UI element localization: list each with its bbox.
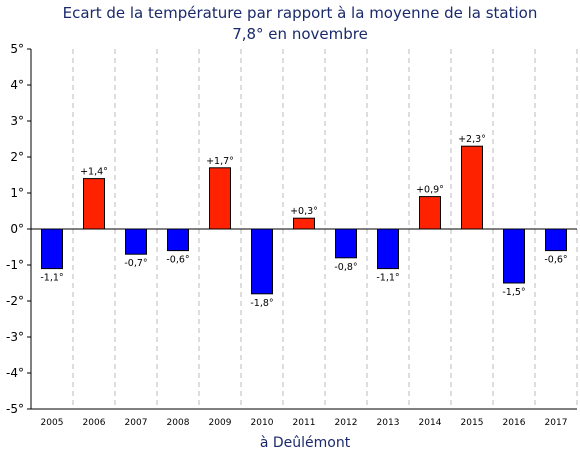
data-label-2012: -0,8°	[334, 262, 357, 273]
data-label-2005: -1,1°	[40, 273, 63, 284]
bar-2015	[461, 145, 483, 230]
data-label-2017: -0,6°	[544, 255, 567, 266]
axes: 5° 4° 3° 2° 1° 0° -1° -2° -3° -4° -5° 2005 2006 2007 2…	[6, 42, 577, 428]
x-tick-label: 2008	[167, 418, 190, 428]
y-tick-label: -5°	[6, 402, 24, 416]
x-tick-label: 2015	[461, 418, 484, 428]
bar-2005	[41, 228, 63, 270]
y-tick-label: -2°	[6, 294, 24, 308]
bar-2010	[251, 228, 273, 295]
x-tick-label: 2017	[545, 418, 568, 428]
x-tick-label: 2010	[251, 418, 274, 428]
data-label-2009: +1,7°	[206, 156, 234, 167]
y-tick-label: 0°	[10, 222, 24, 236]
data-label-2011: +0,3°	[290, 206, 318, 217]
x-tick-label: 2006	[83, 418, 106, 428]
data-label-2010: -1,8°	[250, 298, 273, 309]
bar-2008	[167, 228, 189, 252]
y-tick-label: 3°	[10, 114, 24, 128]
bar-2007	[125, 228, 147, 255]
y-tick-label: -3°	[6, 330, 24, 344]
y-tick-label: -1°	[6, 258, 24, 272]
x-axis-label: à Deûlémont	[260, 435, 351, 451]
data-label-2015: +2,3°	[458, 134, 486, 145]
bar-2013	[377, 228, 399, 270]
data-label-2014: +0,9°	[416, 185, 444, 196]
x-tick-label: 2011	[293, 418, 316, 428]
bar-2009	[209, 167, 231, 230]
chart-title: Ecart de la température par rapport à la…	[63, 4, 538, 22]
data-label-2007: -0,7°	[124, 258, 147, 269]
bar-2016	[503, 228, 525, 284]
x-tick-label: 2013	[377, 418, 400, 428]
x-tick-label: 2007	[125, 418, 148, 428]
y-tick-label: 1°	[10, 186, 24, 200]
x-tick-label: 2016	[503, 418, 526, 428]
y-tick-label: 2°	[10, 150, 24, 164]
bar-2014	[419, 196, 441, 230]
y-tick-label: 4°	[10, 78, 24, 92]
data-label-2016: -1,5°	[502, 287, 525, 298]
bars	[41, 145, 567, 295]
data-labels: -1,1° +1,4° -0,7° -0,6° +1,7° -1,8° +0,3° -0,8°…	[40, 134, 567, 309]
bar-2011	[293, 217, 315, 230]
x-tick-label: 2005	[41, 418, 64, 428]
y-tick-label: 5°	[10, 42, 24, 56]
bar-2017	[545, 228, 567, 252]
data-label-2013: -1,1°	[376, 273, 399, 284]
bar-2006	[83, 178, 105, 230]
x-tick-label: 2014	[419, 418, 442, 428]
data-label-2006: +1,4°	[80, 167, 108, 178]
x-tick-label: 2009	[209, 418, 232, 428]
y-tick-label: -4°	[6, 366, 24, 380]
bar-2012	[335, 228, 357, 259]
chart-subtitle: 7,8° en novembre	[232, 25, 368, 43]
data-label-2008: -0,6°	[166, 255, 189, 266]
x-tick-label: 2012	[335, 418, 358, 428]
